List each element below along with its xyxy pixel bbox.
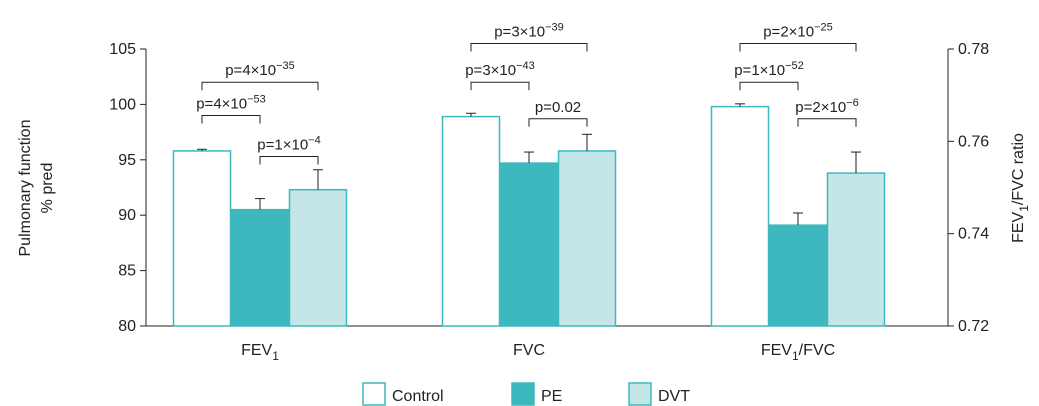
significance-bracket — [470, 81, 530, 91]
bar-dvt-0 — [288, 188, 348, 327]
right-tick-label: 0.72 — [958, 318, 989, 335]
legend-swatch-pe — [511, 382, 535, 406]
bar-dvt-1 — [557, 150, 617, 327]
significance-bracket — [739, 42, 857, 52]
significance-bracket — [528, 118, 588, 127]
bar-pe-2 — [768, 224, 828, 327]
bar-pe-0 — [230, 208, 290, 327]
category-label: FEV1 — [241, 342, 279, 363]
left-tick-label: 95 — [118, 152, 136, 169]
p-value-label: p=0.02 — [535, 99, 581, 116]
category-label: FVC — [513, 342, 545, 359]
legend-swatch-dvt — [628, 382, 652, 406]
significance-bracket — [201, 81, 319, 91]
legend-label-control: Control — [392, 388, 444, 405]
left-tick-label: 90 — [118, 207, 136, 224]
p-value-label: p=1×10−4 — [257, 134, 320, 153]
p-value-label: p=1×10−52 — [734, 60, 804, 79]
left-axis-title: Pulmonary function% pred — [17, 120, 56, 257]
legend-label-dvt: DVT — [658, 388, 690, 405]
legend-swatch-control — [362, 382, 386, 406]
p-value-label: p=2×10−25 — [763, 21, 833, 40]
right-tick-label: 0.74 — [958, 226, 989, 243]
p-value-label: p=3×10−39 — [494, 21, 564, 40]
p-value-label: p=2×10−6 — [795, 97, 858, 116]
significance-bracket — [259, 155, 319, 165]
bar-control-2 — [710, 105, 770, 327]
bar-pe-1 — [499, 162, 559, 327]
left-tick-label: 85 — [118, 263, 136, 280]
significance-bracket — [739, 81, 799, 91]
bars — [172, 103, 886, 327]
legend-label-pe: PE — [541, 388, 562, 405]
left-tick-label: 80 — [118, 318, 136, 335]
right-tick-label: 0.76 — [958, 133, 989, 150]
left-tick-label: 100 — [109, 96, 136, 113]
significance-bracket — [797, 118, 857, 127]
significance-bracket — [201, 114, 261, 124]
right-axis-title: FEV1/FVC ratio — [1010, 133, 1031, 243]
legend: Control PE DVT — [362, 382, 690, 406]
p-value-label: p=3×10−43 — [465, 60, 535, 79]
bar-control-0 — [172, 150, 232, 327]
p-value-label: p=4×10−35 — [225, 60, 295, 79]
right-tick-label: 0.78 — [958, 41, 989, 58]
bar-control-1 — [441, 115, 501, 327]
p-value-label: p=4×10−53 — [196, 93, 266, 112]
significance-bracket — [470, 42, 588, 52]
left-tick-label: 105 — [109, 41, 136, 58]
significance-brackets: p=4×10−53 p=1×10−4 p=4×10−35 p=3×10−43 p=0.0… — [196, 21, 859, 165]
bar-dvt-2 — [826, 172, 886, 327]
category-label: FEV1/FVC — [761, 342, 835, 363]
